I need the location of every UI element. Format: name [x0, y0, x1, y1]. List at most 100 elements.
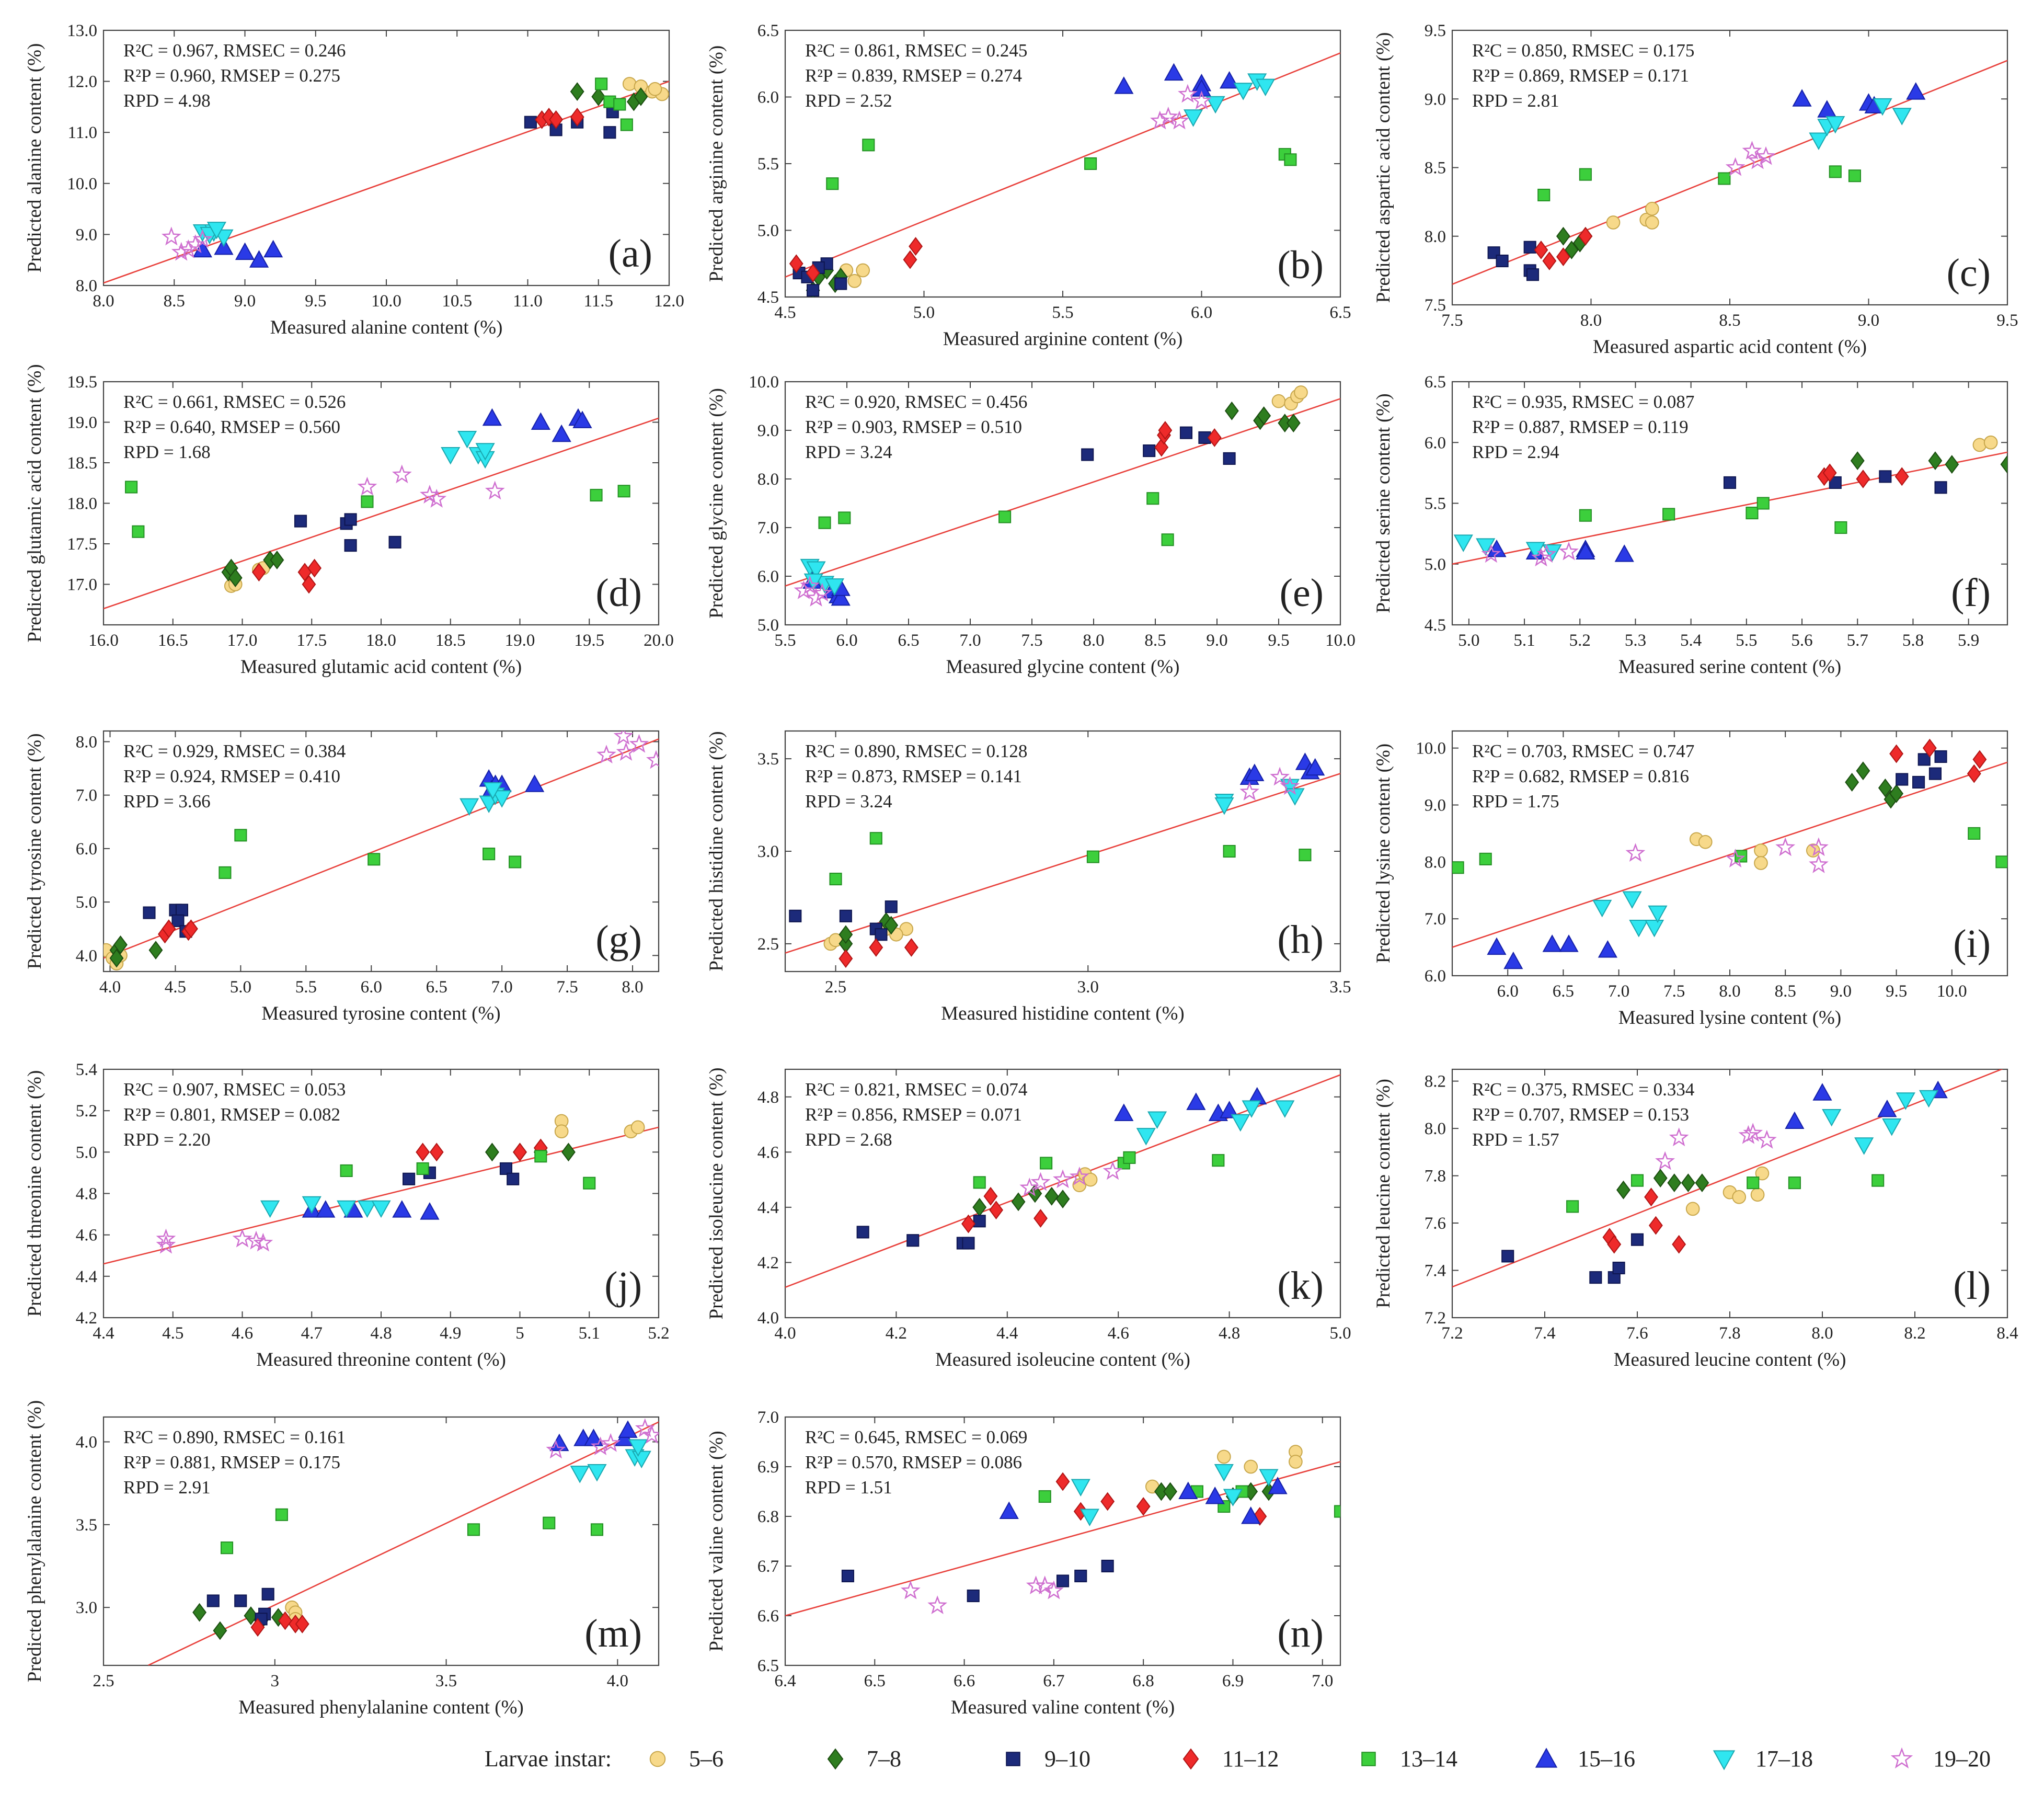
data-layer: [1452, 435, 2007, 567]
data-point-13-14: [1968, 827, 1981, 840]
data-point-11-12: [869, 938, 883, 957]
x-tick-label: 10.5: [442, 292, 472, 311]
regression-line: [1452, 761, 2007, 948]
data-point-9-10: [875, 928, 888, 941]
y-tick-label: 3.5: [757, 750, 779, 769]
data-point-11-12: [513, 1143, 527, 1162]
data-point-19-20: [900, 1580, 921, 1600]
data-point-17-18: [1476, 538, 1496, 556]
data-point-13-14: [1040, 1157, 1053, 1170]
data-point-19-20: [1748, 150, 1768, 169]
stat-line: R²P = 0.707, RMSEP = 0.153: [1472, 1104, 1689, 1125]
stat-line: RPD = 3.66: [123, 791, 211, 812]
data-point-13-14: [340, 1164, 353, 1178]
stat-line: RPD = 2.52: [805, 90, 892, 111]
data-point-13-14: [1662, 508, 1675, 521]
x-tick-label: 6.5: [1553, 982, 1574, 1001]
data-point-13-14: [595, 77, 608, 90]
x-tick-label: 6.5: [898, 631, 919, 650]
data-point-15-16: [1114, 1103, 1134, 1121]
panel-letter: (c): [1947, 251, 1991, 295]
data-point-19-20: [1809, 837, 1829, 856]
data-point-17-18: [1896, 1092, 1915, 1110]
x-axis-label: Measured serine content (%): [1618, 656, 1841, 678]
data-point-17-18: [1214, 797, 1234, 815]
y-axis-label: Predicted arginine content (%): [706, 45, 727, 282]
data-point-15-16: [1186, 1092, 1206, 1110]
data-point-15-16: [552, 424, 571, 442]
x-tick-label: 7.8: [1719, 1324, 1740, 1343]
y-tick-label: 6.0: [757, 88, 779, 107]
data-point-9-10: [143, 906, 156, 919]
data-point-15-16: [1877, 1099, 1897, 1117]
panel-l: 7.2 7.4 7.6 7.8 8.0 8.2 8.4 7.2 7.4 7.6 7.8 8.0 8.2 M…: [1373, 1068, 2018, 1370]
data-layer: [785, 1445, 1340, 1617]
data-layer: [104, 1114, 659, 1265]
y-tick-label: 5.0: [757, 616, 779, 635]
data-point-9-10: [1081, 448, 1094, 461]
x-tick-label: 9.5: [1996, 311, 2018, 330]
y-tick-label: 7.0: [76, 786, 97, 805]
x-axis-label: Measured leucine content (%): [1614, 1349, 1846, 1370]
data-point-17-18: [492, 790, 512, 808]
y-tick-label: 19.5: [67, 373, 97, 392]
y-axis-label: Predicted threonine content (%): [24, 1070, 45, 1317]
data-point-17-18: [1525, 542, 1545, 559]
stat-line: R²C = 0.929, RMSEC = 0.384: [123, 741, 346, 761]
y-tick-label: 8.2: [1425, 1072, 1446, 1091]
x-tick-label: 16.0: [88, 631, 119, 650]
data-point-13-14: [1284, 153, 1297, 166]
x-tick-label: 4.0: [607, 1672, 628, 1690]
x-tick-label: 8.5: [1144, 631, 1166, 650]
data-point-9-10: [789, 909, 802, 922]
stat-line: RPD = 1.51: [805, 1477, 892, 1498]
data-point-19-20: [1069, 1166, 1089, 1185]
data-point-13-14: [1334, 1505, 1340, 1518]
data-point-9-10: [499, 1162, 513, 1175]
y-axis-label: Predicted histidine content (%): [706, 731, 727, 971]
data-point-9-10: [294, 515, 307, 528]
y-tick-label: 4.2: [757, 1253, 779, 1272]
data-point-11-12: [295, 1614, 309, 1633]
panel-letter: (g): [595, 918, 642, 962]
y-tick-label: 4.2: [76, 1309, 97, 1328]
data-point-15-16: [1792, 89, 1812, 107]
y-tick-label: 8.0: [76, 733, 97, 751]
y-tick-label: 5.0: [1425, 555, 1446, 574]
stat-line: RPD = 2.20: [123, 1129, 211, 1150]
stat-line: R²C = 0.821, RMSEC = 0.074: [805, 1079, 1027, 1100]
x-tick-label: 7.5: [556, 978, 578, 997]
data-point-11-12: [909, 237, 923, 256]
x-axis-label: Measured glutamic acid content (%): [240, 656, 522, 678]
y-tick-label: 6.7: [757, 1557, 779, 1576]
data-point-11-12: [278, 1611, 292, 1630]
x-tick-label: 5.9: [1958, 631, 1979, 650]
data-point-7-8: [1878, 778, 1892, 797]
data-point-5-6: [847, 274, 862, 288]
data-layer: [104, 77, 669, 284]
data-point-11-12: [839, 949, 853, 968]
data-point-13-14: [862, 139, 875, 152]
y-tick-label: 9.0: [757, 421, 779, 440]
y-tick-label: 6.5: [757, 21, 779, 40]
panel-letter: (m): [584, 1612, 642, 1655]
y-tick-label: 6.9: [757, 1458, 779, 1477]
y-tick-label: 8.5: [1425, 159, 1446, 178]
y-axis-label: Predicted tyrosine content (%): [24, 733, 45, 969]
stat-line: RPD = 3.24: [805, 442, 892, 462]
y-tick-label: 7.2: [1425, 1309, 1446, 1328]
data-layer: [785, 752, 1340, 968]
data-point-13-14: [1223, 844, 1236, 858]
data-point-15-16: [1812, 1083, 1832, 1101]
data-point-19-20: [1625, 843, 1646, 862]
x-tick-label: 5.5: [1736, 631, 1757, 650]
data-point-15-16: [192, 239, 212, 258]
data-point-13-14: [125, 481, 138, 494]
data-point-19-20: [1191, 90, 1212, 110]
data-point-7-8: [1055, 1190, 1070, 1208]
panel-letter: (i): [1953, 922, 1991, 966]
panel-m: 2.5 3 3.5 4.0 3.0 3.5 4.0 Measured phenylalanin…: [24, 1400, 660, 1718]
legend-label: 19–20: [1933, 1746, 1991, 1772]
data-point-19-20: [613, 731, 634, 745]
regression-line: [785, 398, 1340, 587]
